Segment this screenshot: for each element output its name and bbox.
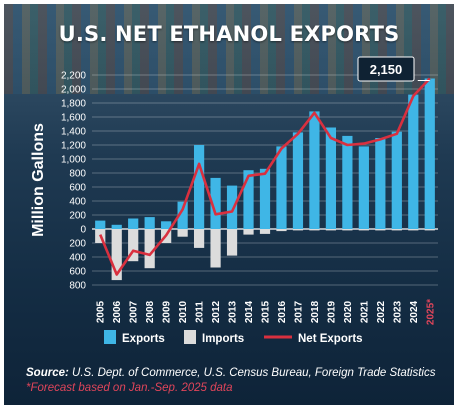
source-label: Source:	[26, 367, 69, 379]
x-tick-label: 2014	[244, 300, 255, 323]
x-tick-label: 2022	[376, 300, 387, 323]
import-bar	[292, 229, 304, 231]
x-tick-label: 2016	[277, 300, 288, 323]
x-tick-label: 2019	[326, 300, 337, 323]
x-tick-label: 2023	[392, 300, 403, 323]
import-bar	[325, 229, 337, 231]
x-tick-label: 2021	[359, 300, 370, 323]
export-bar	[259, 168, 271, 229]
x-tick-label: 2011	[195, 301, 206, 323]
x-tick-label: 2017	[293, 300, 304, 323]
import-bar	[276, 229, 287, 232]
export-bar	[128, 218, 139, 229]
import-bar	[243, 229, 254, 235]
import-bar	[358, 229, 369, 231]
import-bar	[193, 229, 205, 248]
import-bar	[144, 229, 155, 269]
export-bar	[193, 145, 205, 229]
y-tick-label: 800	[69, 281, 86, 292]
net-exports-line	[99, 77, 431, 276]
legend-label-imports: Imports	[202, 333, 244, 345]
import-bar	[210, 229, 221, 268]
legend-swatch-exports	[104, 330, 116, 344]
y-tick-label: 1,800	[61, 99, 86, 110]
x-tick-label: 2009	[162, 300, 173, 323]
export-bar	[358, 146, 369, 229]
x-tick-label: 2015	[261, 300, 272, 323]
y-tick-label: 400	[69, 197, 86, 208]
export-bar	[292, 132, 304, 229]
export-bar	[391, 131, 402, 229]
x-tick-label: 2024	[409, 300, 420, 323]
x-tick-label: 2007	[129, 300, 140, 323]
y-tick-label: 800	[69, 169, 86, 180]
export-bar	[325, 127, 337, 229]
import-bar	[342, 229, 353, 231]
y-tick-label: 600	[69, 267, 86, 278]
import-bar	[259, 229, 271, 234]
export-bar	[144, 217, 155, 229]
export-bar	[226, 185, 238, 229]
y-tick-label: 1,600	[61, 113, 86, 124]
x-tick-label: 2008	[145, 300, 156, 323]
x-tick-label: 2020	[343, 300, 354, 323]
y-tick-label: 200	[69, 239, 86, 250]
export-bar	[111, 224, 122, 229]
source-note: Source: U.S. Dept. of Commerce, U.S. Cen…	[26, 366, 436, 396]
y-tick-label: 0	[80, 225, 86, 236]
chart-title: U.S. NET ETHANOL EXPORTS	[58, 22, 400, 46]
export-bar	[375, 138, 386, 229]
legend-swatch-imports	[184, 330, 196, 344]
import-bar	[226, 229, 238, 256]
callout-box	[357, 56, 415, 82]
y-tick-label: 2,000	[61, 85, 86, 96]
export-bar	[276, 146, 287, 229]
import-bar	[424, 229, 435, 231]
import-bar	[375, 229, 386, 231]
import-bar	[309, 229, 320, 231]
x-tick-label: 2018	[310, 300, 321, 323]
import-bar	[128, 229, 139, 262]
y-tick-label: 1,400	[61, 127, 86, 138]
y-tick-label: 2,200	[61, 71, 86, 82]
export-bar	[243, 170, 254, 229]
legend-label-net: Net Exports	[298, 333, 363, 345]
export-bar	[161, 221, 172, 229]
import-bar	[111, 229, 122, 281]
y-tick-label: 600	[69, 183, 86, 194]
x-tick-label: 2025*	[425, 299, 436, 325]
import-bar	[408, 229, 419, 231]
y-axis-label: Million Gallons	[30, 123, 47, 237]
export-bar	[424, 78, 435, 229]
import-bar	[177, 229, 188, 237]
y-tick-label: 400	[69, 253, 86, 264]
export-bar	[95, 220, 106, 229]
forecast-note: *Forecast based on Jan.-Sep. 2025 data	[26, 382, 233, 394]
y-tick-label: 1,000	[61, 155, 86, 166]
export-bar	[342, 135, 353, 229]
export-bar	[309, 111, 320, 229]
y-tick-label: 200	[69, 211, 86, 222]
export-bar	[177, 201, 188, 229]
legend-label-exports: Exports	[122, 333, 165, 345]
x-tick-label: 2005	[96, 300, 107, 323]
x-tick-label: 2010	[178, 300, 189, 323]
x-tick-label: 2006	[112, 300, 123, 323]
callout-value: 2,150	[370, 62, 403, 77]
export-bar	[408, 94, 419, 229]
y-tick-label: 1,200	[61, 141, 86, 152]
source-text: U.S. Dept. of Commerce, U.S. Census Bure…	[68, 367, 436, 379]
import-bar	[391, 229, 402, 231]
x-tick-label: 2013	[228, 300, 239, 323]
x-tick-label: 2012	[211, 300, 222, 323]
export-bar	[210, 177, 221, 229]
